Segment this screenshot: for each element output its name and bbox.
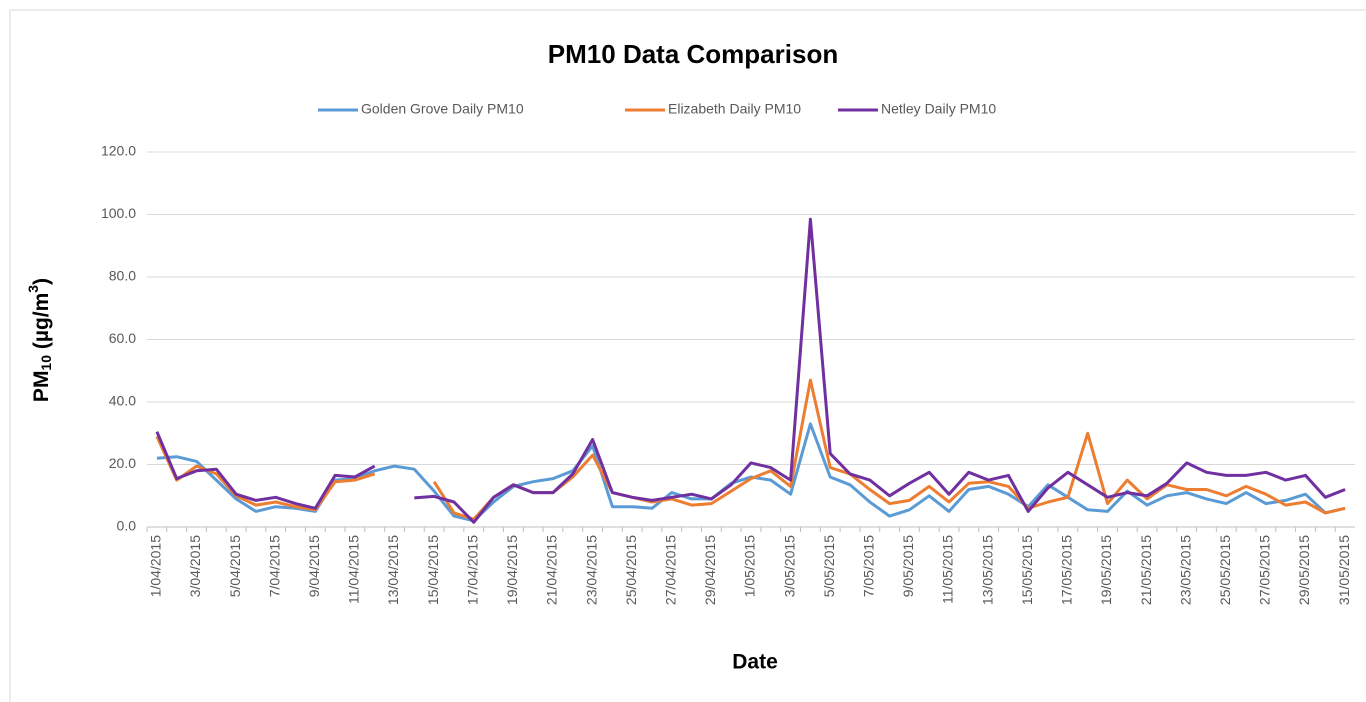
chart-title: PM10 Data Comparison — [548, 39, 838, 69]
x-tick-label: 21/05/2015 — [1138, 535, 1154, 605]
x-tick-label: 9/05/2015 — [900, 535, 916, 597]
legend-label: Elizabeth Daily PM10 — [668, 101, 801, 117]
y-tick-label: 20.0 — [109, 455, 136, 471]
x-tick-label: 31/05/2015 — [1336, 535, 1352, 605]
chart-border — [9, 9, 1366, 702]
x-tick-label: 13/04/2015 — [385, 535, 401, 605]
x-tick-label: 7/04/2015 — [266, 535, 282, 597]
data-line — [155, 378, 1346, 521]
x-tick-label: 29/04/2015 — [702, 535, 718, 605]
x-tick-label: 3/04/2015 — [187, 535, 203, 597]
x-tick-label: 5/05/2015 — [821, 535, 837, 597]
x-tick-label: 3/05/2015 — [781, 535, 797, 597]
x-axis-title: Date — [732, 651, 778, 674]
x-tick-label: 1/04/2015 — [148, 535, 164, 597]
x-tick-label: 19/04/2015 — [504, 535, 520, 605]
y-tick-label: 120.0 — [101, 143, 136, 159]
x-tick-label: 5/04/2015 — [227, 535, 243, 597]
y-label-part: 10 — [38, 355, 54, 371]
data-line — [155, 217, 1346, 524]
y-tick-label: 40.0 — [109, 393, 136, 409]
y-label-part: (µg/m — [30, 293, 53, 355]
y-tick-label: 80.0 — [109, 268, 136, 284]
y-label-part: ) — [30, 278, 53, 285]
y-tick-label: 0.0 — [117, 518, 137, 534]
x-tick-label: 15/05/2015 — [1019, 535, 1035, 605]
x-tick-label: 13/05/2015 — [979, 535, 995, 605]
legend-label: Golden Grove Daily PM10 — [361, 101, 524, 117]
legend-label: Netley Daily PM10 — [881, 101, 996, 117]
x-tick-label: 17/05/2015 — [1059, 535, 1075, 605]
x-tick-label: 11/04/2015 — [346, 535, 362, 604]
x-tick-label: 29/05/2015 — [1296, 535, 1312, 605]
x-tick-label: 15/04/2015 — [425, 535, 441, 605]
x-tick-label: 27/05/2015 — [1257, 535, 1273, 605]
x-tick-label: 25/04/2015 — [623, 535, 639, 605]
y-tick-label: 60.0 — [109, 330, 136, 346]
x-tick-label: 23/04/2015 — [583, 535, 599, 605]
y-tick-label: 100.0 — [101, 205, 136, 221]
x-tick-label: 11/05/2015 — [940, 535, 956, 604]
x-tick-label: 23/05/2015 — [1177, 535, 1193, 605]
x-tick-label: 1/05/2015 — [742, 535, 758, 597]
x-tick-label: 19/05/2015 — [1098, 535, 1114, 605]
x-tick-label: 21/04/2015 — [544, 535, 560, 605]
x-tick-label: 25/05/2015 — [1217, 535, 1233, 605]
x-tick-label: 7/05/2015 — [861, 535, 877, 597]
x-tick-label: 17/04/2015 — [464, 535, 480, 605]
x-tick-label: 9/04/2015 — [306, 535, 322, 597]
y-label-part: 3 — [25, 285, 41, 293]
x-tick-label: 27/04/2015 — [662, 535, 678, 605]
y-axis-title: PM10 (µg/m3) — [25, 278, 54, 402]
y-label-part: PM — [30, 371, 53, 403]
